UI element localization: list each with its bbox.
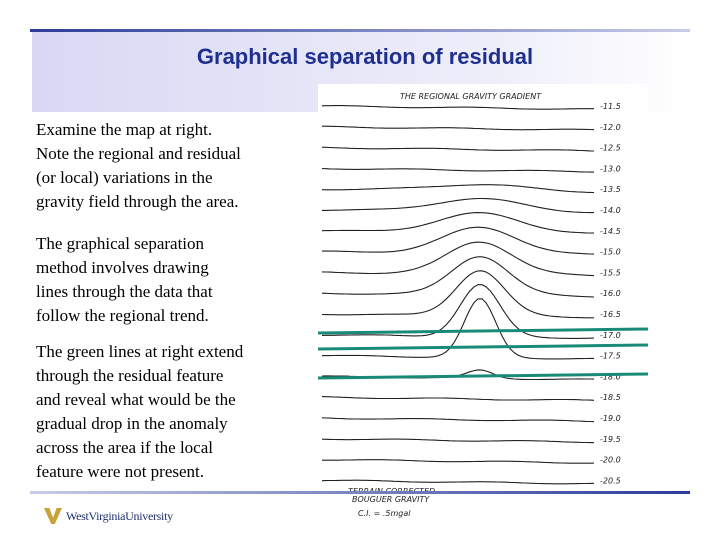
text-line: gradual drop in the anomaly <box>36 414 228 433</box>
contour-label: -12.0 <box>600 123 621 132</box>
text-line: method involves drawing <box>36 258 209 277</box>
contour-line <box>321 256 595 298</box>
contour-label: -15.5 <box>600 268 621 277</box>
contour-line <box>322 226 595 255</box>
contour-label: -17.5 <box>600 352 621 361</box>
text-line: lines through the data that <box>36 282 213 301</box>
contour-line <box>322 125 595 131</box>
contour-interval: C.I. = .5mgal <box>358 509 411 518</box>
text-line: follow the regional trend. <box>36 306 209 325</box>
paragraph: The graphical separation method involves … <box>36 232 213 328</box>
contour-label: -11.5 <box>600 102 621 111</box>
contour-line <box>321 479 595 485</box>
text-line: feature were not present. <box>36 462 205 481</box>
contour-line <box>321 241 595 277</box>
contour-label: -18.0 <box>600 372 621 381</box>
contour-line <box>321 298 594 360</box>
paragraph: The green lines at right extend through t… <box>36 340 243 484</box>
bottom-rule <box>30 491 690 494</box>
text-line: Examine the map at right. <box>36 120 213 139</box>
text-line: and reveal what would be the <box>36 390 236 409</box>
contour-label: -20.0 <box>600 456 621 465</box>
contour-label: -16.5 <box>600 310 621 319</box>
text-line: through the residual feature <box>36 366 224 385</box>
contour-line <box>322 197 594 214</box>
contour-label: -19.5 <box>600 435 621 444</box>
slide-title: Graphical separation of residual <box>196 44 534 69</box>
text-line: gravity field through the area. <box>36 192 239 211</box>
contour-line <box>321 184 595 194</box>
text-line: The graphical separation <box>36 234 205 253</box>
text-line: Note the regional and residual <box>36 144 241 163</box>
contour-line <box>321 438 595 444</box>
regional-trend-line <box>317 343 649 351</box>
contour-line <box>321 212 595 234</box>
map-title: THE REGIONAL GRAVITY GRADIENT <box>400 92 542 101</box>
contour-line <box>321 396 595 401</box>
contour-label: -14.0 <box>600 206 621 215</box>
contour-line <box>321 105 594 110</box>
contour-label: -17.0 <box>600 331 621 340</box>
contour-label: -12.5 <box>600 144 621 153</box>
map-caption: BOUGUER GRAVITY <box>352 495 430 504</box>
text-line: The green lines at right extend <box>36 342 244 361</box>
map-background <box>318 84 648 500</box>
contour-label: -18.5 <box>600 393 621 402</box>
contour-label: -13.0 <box>600 164 621 173</box>
text-line: across the area if the local <box>36 438 213 457</box>
contour-line <box>321 167 595 173</box>
contour-line <box>321 146 595 152</box>
regional-trend-line <box>317 372 649 380</box>
top-rule <box>30 29 690 32</box>
regional-trend-line <box>317 327 649 335</box>
contour-label: -15.0 <box>600 248 621 257</box>
text-line: (or local) variations in the <box>36 168 213 187</box>
contour-line <box>321 284 595 339</box>
contour-line <box>322 459 595 464</box>
contour-label: -13.5 <box>600 185 621 194</box>
contour-label: -19.0 <box>600 414 621 423</box>
contour-label: -20.5 <box>600 476 621 485</box>
contour-label: -14.5 <box>600 227 621 236</box>
contour-line <box>321 270 594 319</box>
paragraph: Examine the map at right. Note the region… <box>36 118 241 214</box>
contour-line <box>321 417 595 423</box>
logo: WestVirginiaUniversity <box>66 509 173 523</box>
contour-label: -16.0 <box>600 289 621 298</box>
